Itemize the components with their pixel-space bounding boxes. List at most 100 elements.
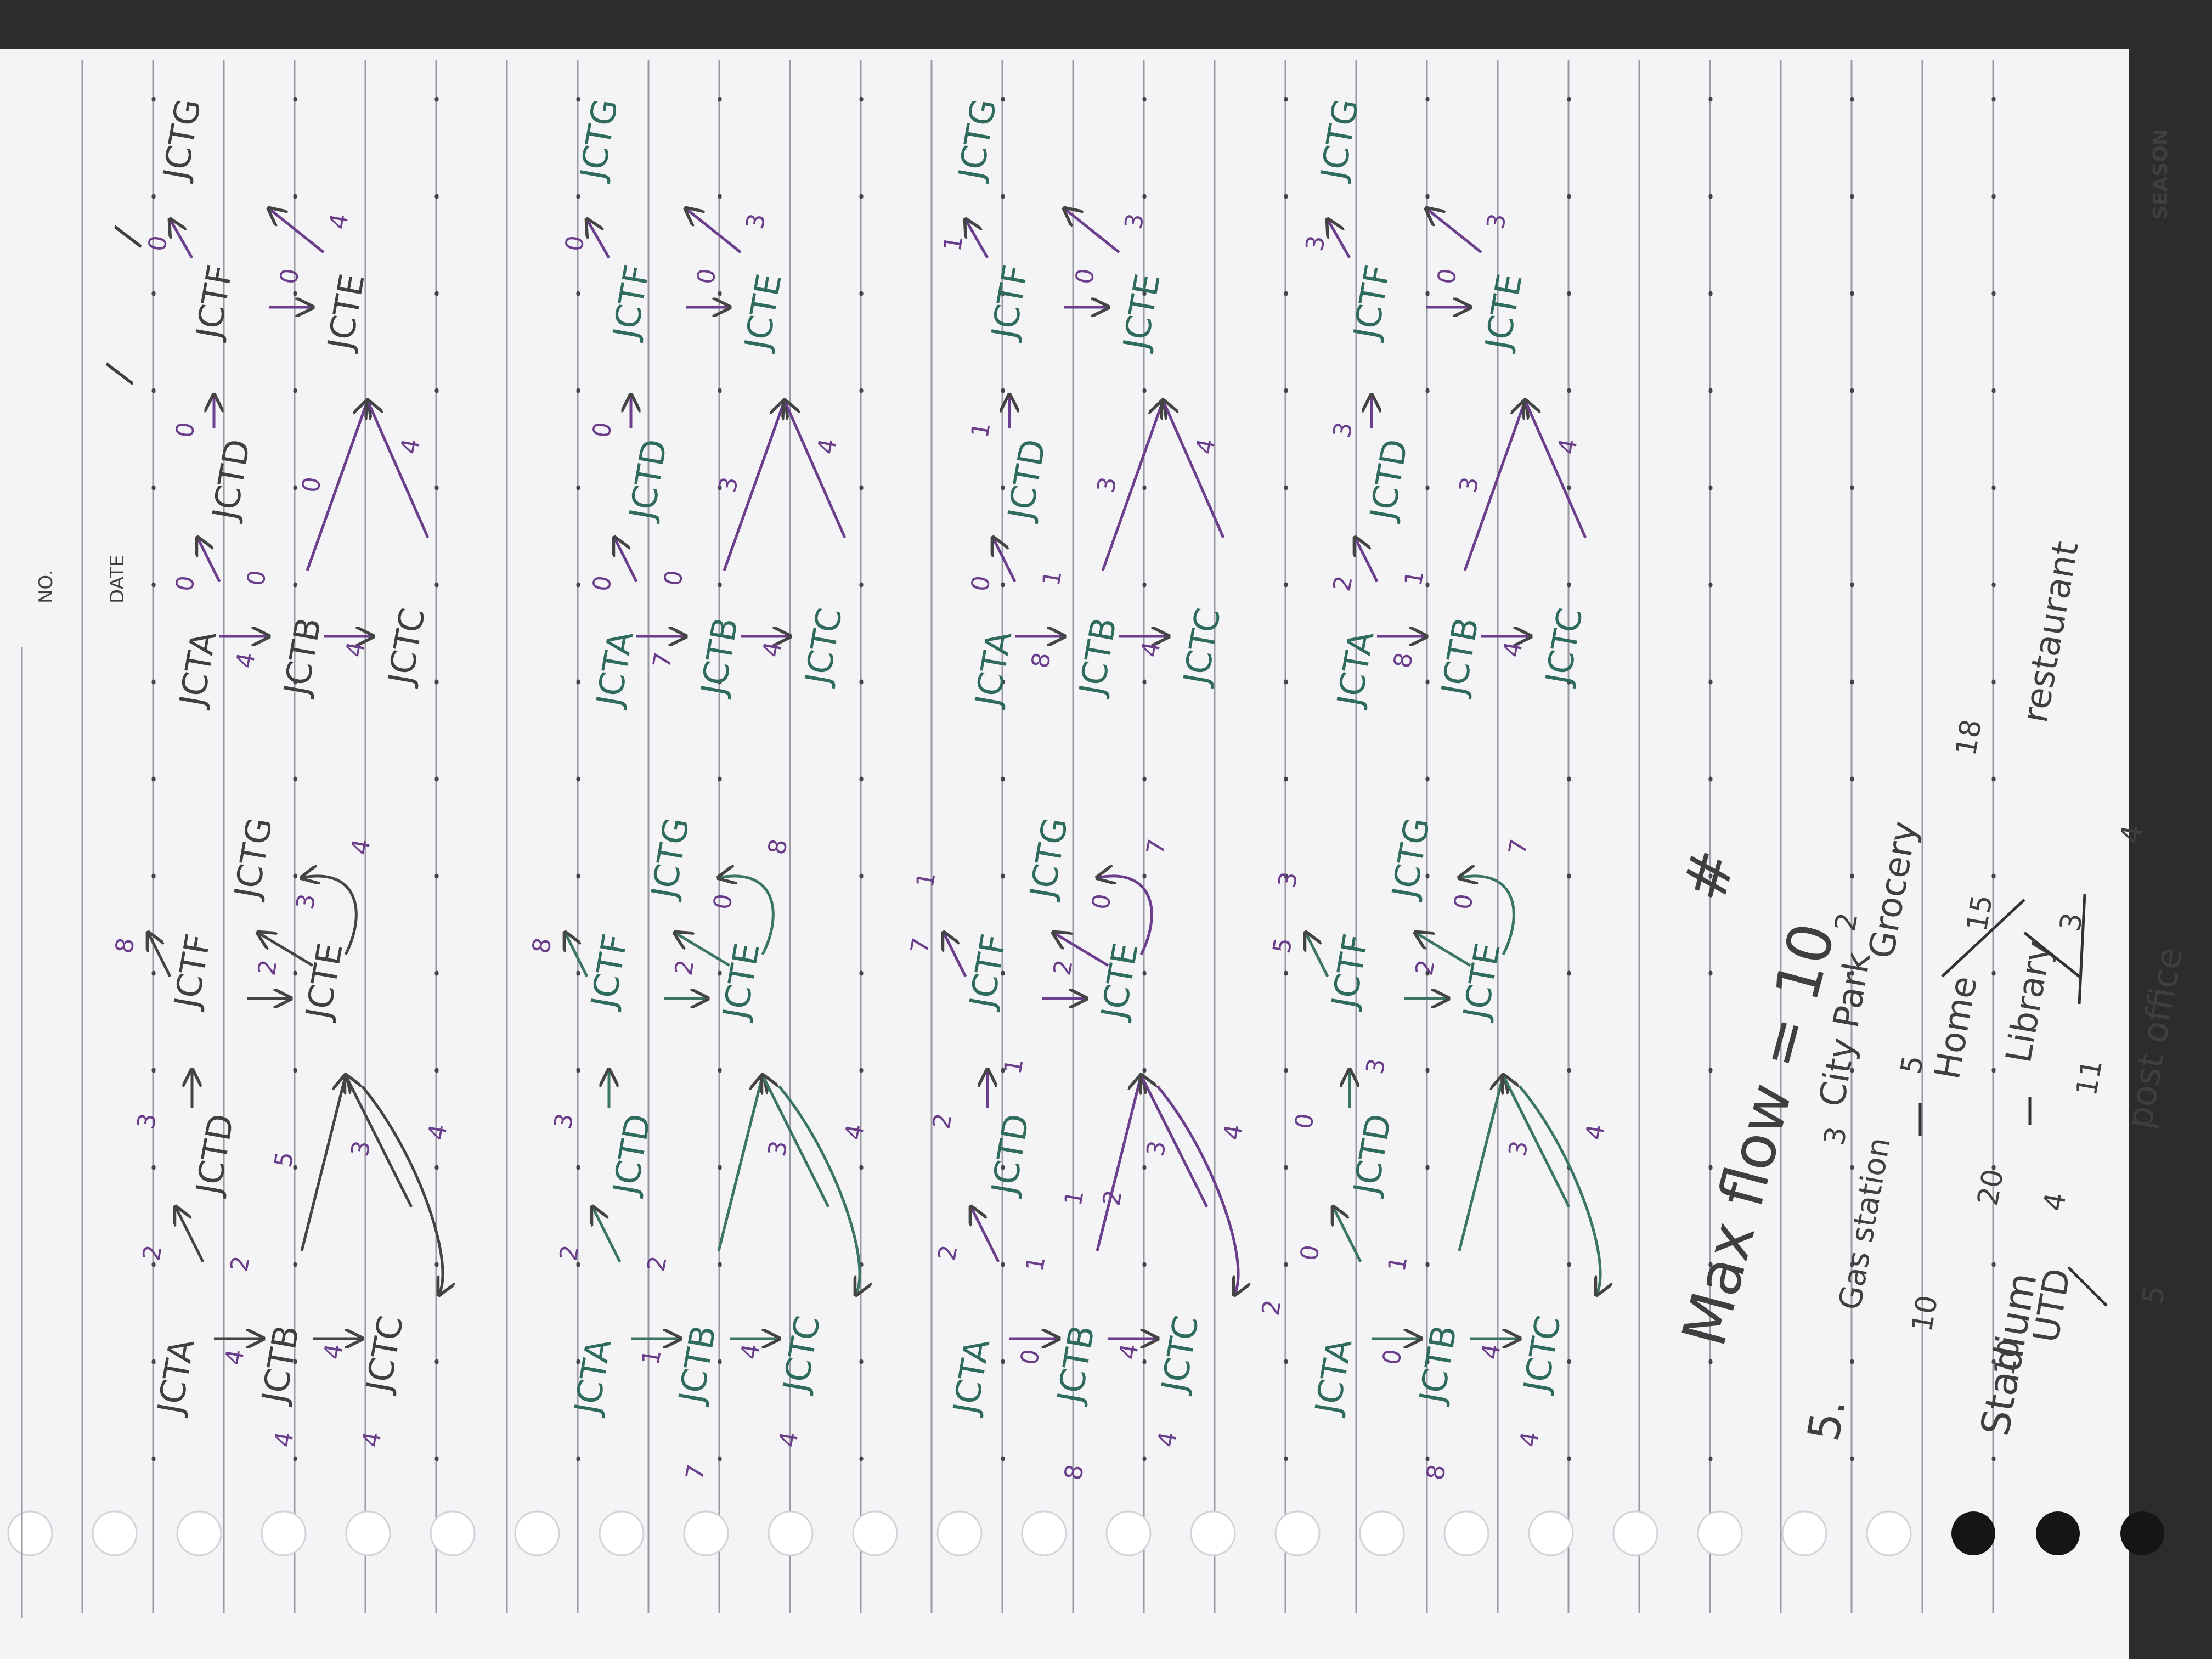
graph-node: JCTC xyxy=(380,605,433,690)
edge-arrow xyxy=(1333,1207,1362,1263)
graph-node: JCTG xyxy=(1022,815,1075,904)
binder-hole xyxy=(2120,1511,2164,1555)
graph-node: JCTF xyxy=(983,262,1036,344)
edge-arrow xyxy=(993,538,1017,583)
graph-node: JCTB xyxy=(275,614,329,700)
road-weight: 11 xyxy=(2070,1057,2109,1099)
edge-weight: 2 xyxy=(253,957,283,977)
edge-weight: 0 xyxy=(659,568,689,588)
graph-node: JCTB xyxy=(1049,1322,1102,1408)
edge-weight: 2 xyxy=(1098,1188,1128,1207)
graph-node: JCTG xyxy=(155,96,208,185)
edge-weight: 3 xyxy=(1504,1138,1534,1158)
edge-arrow xyxy=(1519,1085,1600,1295)
edge-arrow xyxy=(717,1075,763,1251)
edge-arrow xyxy=(1163,400,1225,539)
road-weight: 5 xyxy=(2136,1283,2172,1307)
graph-node: JCTA xyxy=(588,628,641,712)
edge-weight: 1 xyxy=(1037,568,1068,588)
graph-node: JCTG xyxy=(1384,815,1437,904)
edge-weight: 4 xyxy=(1191,436,1221,456)
graph-node: JCTF xyxy=(605,262,657,344)
edge-weight: 0 xyxy=(242,568,272,588)
edge-weight: 4 xyxy=(812,436,843,456)
place-label: Library xyxy=(1999,938,2060,1066)
edge-weight: 7 xyxy=(648,650,678,670)
graph-node: JCTG xyxy=(226,815,280,904)
edge-weight: 4 xyxy=(1553,436,1583,456)
edge-weight: 4 xyxy=(736,1341,766,1361)
graph-node: JCTA xyxy=(1307,1336,1359,1419)
flow-graph: JCTA JCTB JCTC JCTD JCTF JCTE JCTG 8 4 2 3 3 0 3 3 4 1 xyxy=(1301,96,1590,712)
edge-weight: 4 xyxy=(774,1429,804,1449)
binder-hole xyxy=(683,1510,729,1556)
road-weight: 3 xyxy=(1818,1124,1854,1148)
edge-weight: 8 xyxy=(110,935,140,955)
edge-arrow xyxy=(368,400,430,539)
edge-arrow xyxy=(1415,933,1471,967)
edge-weight: 1 xyxy=(999,1056,1029,1076)
problem-5-number: 5. xyxy=(1798,1395,1855,1444)
binder-hole xyxy=(852,1510,898,1556)
edge-weight: 4 xyxy=(758,639,788,659)
edge-weight: 3 xyxy=(549,1111,579,1131)
graph-node: JCTA xyxy=(967,628,1019,712)
binder-hole xyxy=(1951,1511,1995,1555)
binder-hole xyxy=(176,1510,222,1556)
edge-weight: 0 xyxy=(966,573,996,593)
edge-weight: 1 xyxy=(1383,1254,1413,1273)
edge-weight: 0 xyxy=(143,233,173,253)
edge-arrow xyxy=(361,1085,443,1295)
edge-weight: 0 xyxy=(171,573,201,593)
binder-hole xyxy=(599,1510,645,1556)
edge-arrow xyxy=(1426,208,1482,253)
edge-weight: 7 xyxy=(681,1462,711,1482)
edge-weight: 3 xyxy=(1120,211,1150,231)
edge-weight: 0 xyxy=(588,573,618,593)
binder-hole xyxy=(1612,1510,1658,1556)
road-weight: 4 xyxy=(2038,1190,2073,1214)
graph-node: JCTF xyxy=(166,931,218,1013)
place-label: post office xyxy=(2119,944,2191,1132)
graph-node: JCTA xyxy=(945,1336,997,1419)
graph-node: JCTC xyxy=(1175,605,1228,690)
edge-weight: 2 xyxy=(1410,957,1441,977)
edge-weight: 7 xyxy=(1504,837,1534,856)
edge-weight: 3 xyxy=(763,1138,793,1158)
edge-arrow xyxy=(198,538,221,583)
edge-weight: 1 xyxy=(966,420,996,439)
edge-arrow xyxy=(565,933,589,978)
graph-node: JCTD xyxy=(983,1111,1037,1200)
edge-weight: 3 xyxy=(132,1111,162,1131)
edge-weight: 2 xyxy=(670,957,700,977)
edge-arrow xyxy=(1355,538,1379,583)
edge-weight: 3 xyxy=(1361,1056,1391,1076)
graph-node: JCTE xyxy=(297,940,351,1024)
road-weight: 10 xyxy=(1988,1337,2027,1379)
graph-node: JCTC xyxy=(775,1313,828,1397)
edge-weight: 0 xyxy=(1295,1243,1325,1262)
edge-weight: 7 xyxy=(1142,837,1172,856)
graph-node: JCTG xyxy=(950,96,1004,185)
edge-weight: 1 xyxy=(1059,1188,1090,1207)
edge-weight: 3 xyxy=(1301,233,1331,253)
result-hash: # xyxy=(1668,842,1749,909)
edge-weight: 3 xyxy=(1092,475,1122,494)
edge-weight: 0 xyxy=(171,420,201,439)
road-weight: 5 xyxy=(1895,1053,1931,1076)
edge-arrow xyxy=(302,876,358,956)
graph-node: JCTD xyxy=(1345,1111,1399,1200)
graph-node: JCTA xyxy=(566,1336,619,1419)
edge-weight: 4 xyxy=(346,837,376,856)
edge-arrow xyxy=(614,538,638,583)
ruled-lines xyxy=(81,60,1994,1613)
edge-arrow xyxy=(1101,400,1163,571)
edge-weight: 8 xyxy=(1059,1462,1090,1482)
binder-hole xyxy=(1274,1510,1321,1556)
edge-weight: 0 xyxy=(1449,891,1479,911)
edge-weight: 0 xyxy=(1015,1347,1046,1367)
residual-graph: JCTA JCTB JCTC JCTD JCTF JCTE JCTG 0 4 0 0 5 2 0 3 4 4 1 7… xyxy=(1257,815,1611,1482)
edge-weight: 4 xyxy=(423,1122,453,1142)
